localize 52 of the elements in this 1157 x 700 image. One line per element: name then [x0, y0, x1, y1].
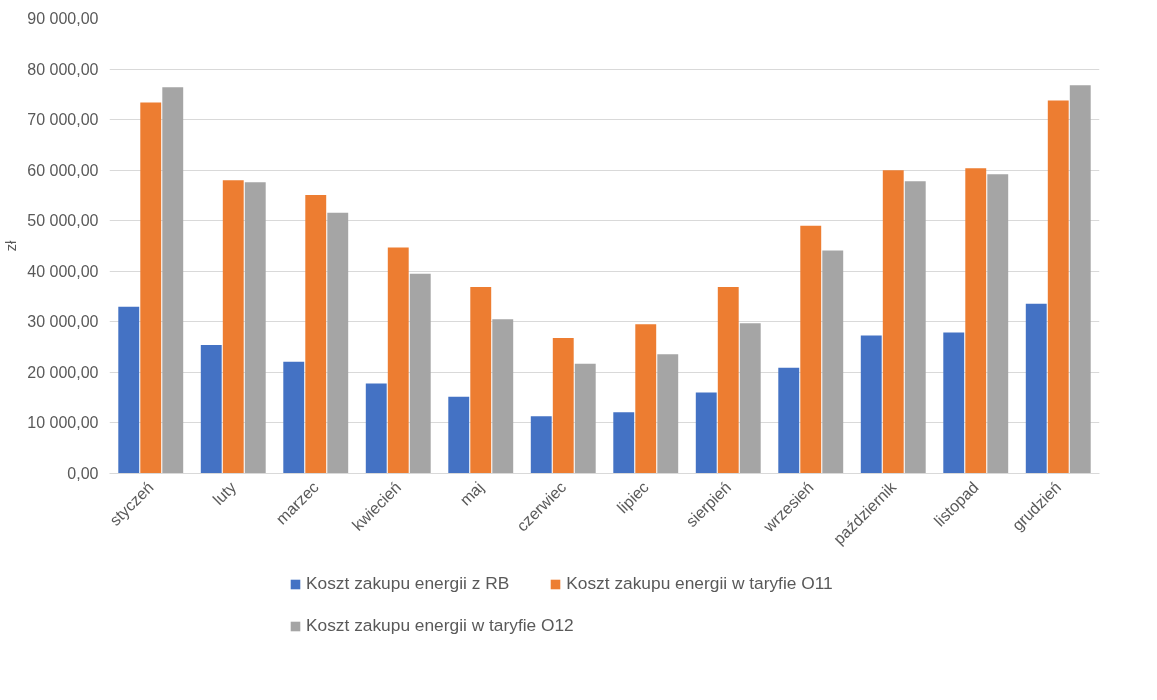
y-tick-label: 80 000,00 — [27, 60, 99, 78]
bar — [222, 180, 244, 474]
bar — [244, 182, 266, 474]
bar — [552, 338, 574, 474]
y-tick-label: 90 000,00 — [27, 10, 99, 27]
bar — [118, 306, 140, 474]
bar — [1047, 100, 1069, 474]
bar — [904, 181, 926, 474]
legend-label: Koszt zakupu energii w taryfie O12 — [306, 615, 574, 636]
bar — [943, 332, 965, 474]
bar — [860, 335, 882, 474]
bar — [283, 361, 305, 474]
y-tick-label: 70 000,00 — [27, 111, 99, 129]
bar — [1025, 303, 1047, 474]
y-tick-label: 50 000,00 — [27, 212, 99, 230]
bar — [492, 319, 514, 474]
bar — [800, 225, 822, 474]
bar — [470, 286, 492, 474]
y-tick-label: 60 000,00 — [27, 161, 99, 179]
bar — [613, 412, 635, 474]
bar — [695, 392, 717, 474]
bar — [140, 102, 162, 474]
bar — [327, 212, 349, 474]
bar — [365, 383, 387, 474]
bar — [448, 396, 470, 474]
bar — [739, 323, 761, 474]
bar — [574, 363, 596, 474]
y-tick-label: 30 000,00 — [27, 313, 99, 331]
bar — [965, 168, 987, 474]
y-tick-label: 20 000,00 — [27, 363, 99, 381]
bar — [162, 87, 184, 474]
bar — [882, 170, 904, 474]
bar — [635, 324, 657, 474]
bar — [305, 194, 327, 474]
legend-label: Koszt zakupu energii z RB — [306, 573, 510, 594]
bar — [1069, 85, 1091, 474]
x-tick-label: luty — [209, 478, 240, 509]
bar — [657, 354, 679, 474]
bar — [200, 345, 222, 474]
bar — [530, 416, 552, 474]
y-tick-label: 0,00 — [67, 465, 99, 482]
bar — [987, 174, 1009, 474]
bar — [409, 273, 431, 474]
bar — [822, 250, 844, 474]
legend-label: Koszt zakupu energii w taryfie O11 — [566, 573, 833, 594]
y-tick-label: 10 000,00 — [27, 414, 99, 432]
bar — [717, 286, 739, 474]
y-axis-title: zł — [3, 239, 20, 252]
y-tick-label: 40 000,00 — [27, 262, 99, 280]
x-tick-label: maj — [456, 478, 487, 509]
bar — [778, 367, 800, 474]
bar — [387, 247, 409, 474]
